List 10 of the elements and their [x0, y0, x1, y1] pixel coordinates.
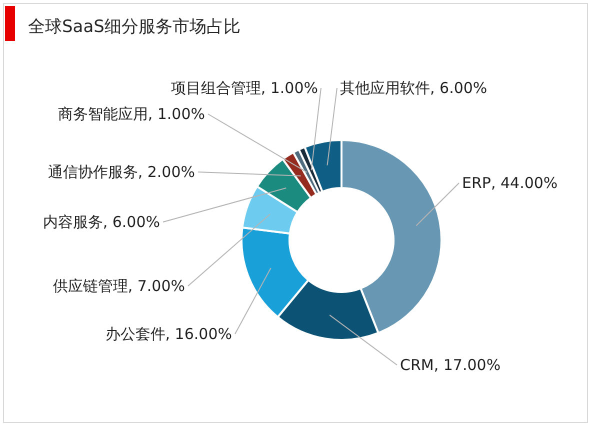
- slice-label: ERP, 44.00%: [462, 174, 558, 192]
- chart-title: 全球SaaS细分服务市场占比: [28, 16, 240, 38]
- slice-label: 内容服务, 6.00%: [42, 213, 160, 231]
- slice-label: 其他应用软件, 6.00%: [340, 79, 488, 97]
- slice-label: CRM, 17.00%: [400, 356, 501, 374]
- slice-label: 供应链管理, 7.00%: [52, 277, 185, 295]
- slice-label: 通信协作服务, 2.00%: [48, 163, 195, 181]
- slice-label: 办公套件, 16.00%: [105, 325, 232, 343]
- slice-label: 项目组合管理, 1.00%: [170, 79, 318, 97]
- slice-label: 商务智能应用, 1.00%: [58, 105, 205, 123]
